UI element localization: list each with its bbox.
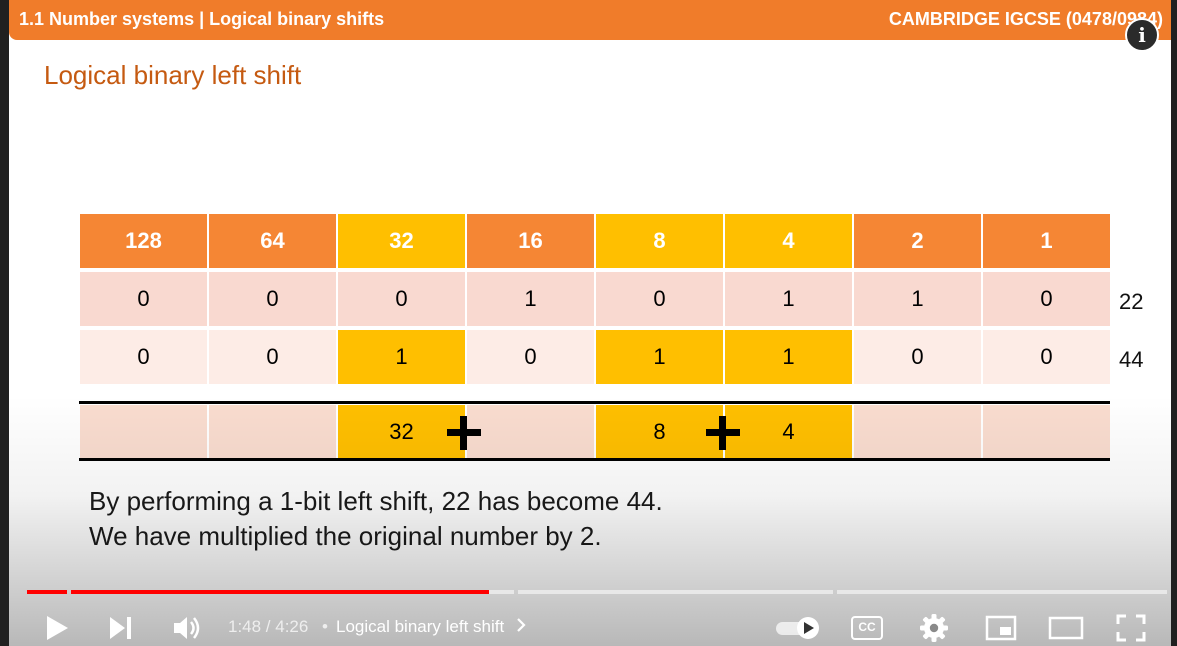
header-left-title: 1.1 Number systems | Logical binary shif… (19, 9, 385, 29)
volume-icon[interactable] (172, 614, 202, 642)
place-value-cell: 8 (596, 214, 723, 268)
bit-cell: 0 (983, 272, 1110, 326)
sum-cell (854, 405, 981, 459)
sum-cell (467, 405, 594, 459)
place-value-cell: 16 (467, 214, 594, 268)
binary-row-shifted: 0 0 1 0 1 1 0 0 (80, 330, 1110, 384)
row2-decimal: 44 (1119, 347, 1144, 372)
bit-cell: 0 (467, 330, 594, 384)
chevron-right-icon (517, 618, 526, 632)
time-display: 1:48 / 4:26 (228, 617, 309, 636)
row1-decimal: 22 (1119, 289, 1144, 314)
place-value-row: 128 64 32 16 8 4 2 1 (80, 214, 1110, 268)
sum-cell (209, 405, 336, 459)
sum-row-top-line (79, 401, 1110, 404)
bit-cell: 1 (854, 272, 981, 326)
frame-right (1171, 0, 1177, 646)
miniplayer-icon[interactable] (985, 615, 1017, 641)
sum-row: 32 8 4 (80, 405, 1110, 459)
info-icon[interactable]: i (1125, 18, 1159, 52)
bit-cell: 0 (338, 272, 465, 326)
place-value-cell: 2 (854, 214, 981, 268)
plus-icon (447, 416, 481, 450)
bit-cell: 0 (983, 330, 1110, 384)
sum-cell (983, 405, 1110, 459)
sum-cell: 32 (338, 405, 465, 459)
plus-icon (706, 416, 740, 450)
caption-line-1: By performing a 1-bit left shift, 22 has… (89, 486, 663, 516)
bit-cell: 0 (80, 330, 207, 384)
slide-title: Logical binary left shift (44, 60, 302, 90)
chapter-segment[interactable] (518, 590, 833, 594)
progress-played (27, 590, 67, 594)
progress-played (71, 590, 489, 594)
bit-cell: 1 (725, 272, 852, 326)
settings-gear-icon[interactable] (919, 613, 949, 643)
place-value-cell: 64 (209, 214, 336, 268)
place-value-cell: 128 (80, 214, 207, 268)
sum-row-bottom-line (79, 458, 1110, 461)
binary-row-original: 0 0 0 1 0 1 1 0 (80, 272, 1110, 326)
sum-cell: 4 (725, 405, 852, 459)
slide-header: 1.1 Number systems | Logical binary shif… (9, 0, 1171, 40)
next-icon[interactable] (108, 615, 134, 641)
slide-caption: By performing a 1-bit left shift, 22 has… (89, 484, 663, 554)
chapter-title[interactable]: Logical binary left shift (336, 617, 527, 637)
caption-line-2: We have multiplied the original number b… (89, 521, 602, 551)
chapter-title-label: Logical binary left shift (336, 617, 505, 636)
chapter-segment[interactable] (837, 590, 1167, 594)
sum-cell (80, 405, 207, 459)
bit-cell: 1 (338, 330, 465, 384)
sum-cell: 8 (596, 405, 723, 459)
place-value-cell: 4 (725, 214, 852, 268)
bit-cell: 1 (467, 272, 594, 326)
bit-cell: 0 (596, 272, 723, 326)
progress-bar[interactable] (27, 590, 1167, 594)
bit-cell: 0 (209, 272, 336, 326)
subtitles-icon[interactable]: CC (851, 616, 883, 640)
autoplay-toggle-icon[interactable] (774, 615, 822, 641)
theater-mode-icon[interactable] (1048, 615, 1084, 641)
time-separator: • (322, 617, 328, 636)
place-value-cell: 1 (983, 214, 1110, 268)
bit-cell: 0 (854, 330, 981, 384)
fullscreen-icon[interactable] (1116, 614, 1146, 642)
place-value-cell: 32 (338, 214, 465, 268)
bit-cell: 1 (596, 330, 723, 384)
play-icon[interactable] (44, 614, 70, 642)
bit-cell: 0 (209, 330, 336, 384)
bit-cell: 1 (725, 330, 852, 384)
bit-cell: 0 (80, 272, 207, 326)
header-right-title: CAMBRIDGE IGCSE (0478/0984) (888, 9, 1163, 29)
frame-left (0, 0, 9, 646)
